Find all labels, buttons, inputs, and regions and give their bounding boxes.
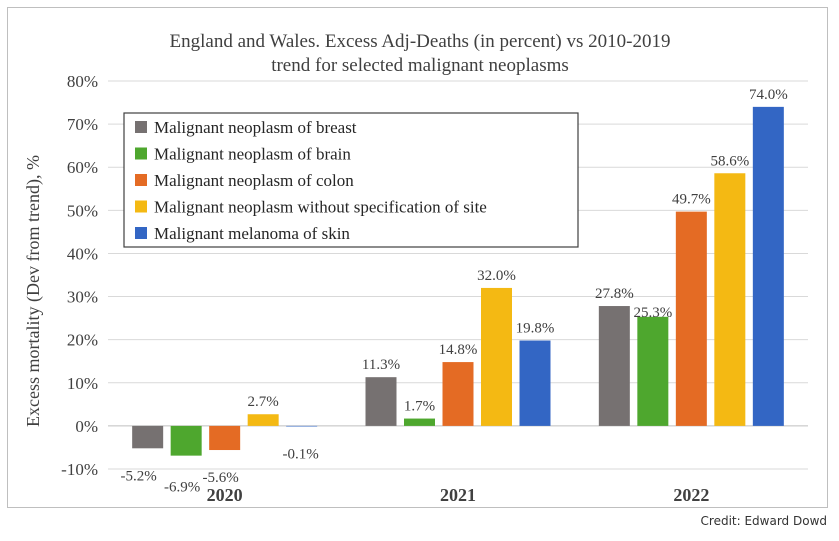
- legend-swatch: [135, 174, 147, 186]
- x-category-label: 2020: [207, 485, 243, 505]
- y-tick-label: -10%: [61, 460, 98, 479]
- y-tick-label: 0%: [75, 417, 98, 436]
- data-label: 25.3%: [633, 305, 672, 321]
- legend-swatch: [135, 121, 147, 133]
- bar-2022-series-4: [714, 173, 746, 426]
- chart-frame: -10% 0% 10% 20% 30% 40% 50% 60% 70% 80% -5.2% -6.9…: [7, 7, 828, 508]
- bar-2021-series-1: [365, 377, 397, 426]
- legend-label: Malignant melanoma of skin: [154, 224, 350, 243]
- x-category-label: 2021: [440, 485, 476, 505]
- bar-2020-series-4: [247, 414, 279, 426]
- legend-label: Malignant neoplasm of breast: [154, 118, 357, 137]
- data-label: 32.0%: [477, 268, 516, 284]
- legend-label: Malignant neoplasm without specification…: [154, 198, 487, 217]
- data-label: 11.3%: [362, 357, 400, 373]
- y-tick-label: 10%: [67, 374, 98, 393]
- bar-2020-series-2: [170, 425, 202, 456]
- data-label: -6.9%: [164, 480, 200, 496]
- data-label: 19.8%: [516, 321, 555, 337]
- bars: [132, 106, 784, 456]
- bar-2020-series-1: [132, 425, 164, 449]
- credit-text: Credit: Edward Dowd: [700, 514, 827, 528]
- legend-label: Malignant neoplasm of colon: [154, 171, 354, 190]
- y-tick-label: 70%: [67, 115, 98, 134]
- data-label: -5.2%: [121, 468, 157, 484]
- x-axis-categories: 2020 2021 2022: [207, 485, 710, 505]
- data-label: 27.8%: [595, 286, 634, 302]
- data-label: 1.7%: [404, 399, 435, 415]
- bar-2022-series-1: [598, 306, 630, 426]
- x-category-label: 2022: [673, 485, 709, 505]
- bar-2021-series-3: [442, 362, 474, 426]
- legend-box: [123, 112, 579, 248]
- bar-2020-series-3: [209, 425, 241, 451]
- legend-label: Malignant neoplasm of brain: [154, 145, 351, 164]
- chart-title-line-2: trend for selected malignant neoplasms: [271, 55, 569, 76]
- bar-2022-series-3: [675, 211, 707, 426]
- data-label: -0.1%: [283, 446, 319, 462]
- legend-swatch: [135, 147, 147, 160]
- bar-2022-series-2: [637, 316, 669, 426]
- data-labels: -5.2% -6.9%-5.6% 2.7% -0.1% 11.3% 1.7% 14.8% 32…: [121, 87, 788, 496]
- y-tick-label: 80%: [67, 72, 98, 91]
- y-tick-label: 20%: [67, 331, 98, 350]
- legend-swatch: [135, 200, 147, 213]
- data-label: 14.8%: [439, 342, 478, 358]
- y-axis-label: Excess mortality (Dev from trend), %: [23, 155, 44, 427]
- y-tick-label: 60%: [67, 158, 98, 177]
- chart: -10% 0% 10% 20% 30% 40% 50% 60% 70% 80% -5.2% -6.9…: [23, 31, 808, 505]
- y-tick-label: 30%: [67, 288, 98, 307]
- data-label: -5.6%: [203, 470, 239, 486]
- bar-2021-series-4: [481, 287, 512, 426]
- chart-title-line-1: England and Wales. Excess Adj-Deaths (in…: [170, 31, 671, 52]
- y-tick-label: 40%: [67, 244, 98, 263]
- data-label: 74.0%: [749, 87, 788, 103]
- legend: Malignant neoplasm of breast Malignant ne…: [123, 112, 579, 248]
- data-label: 58.6%: [710, 153, 749, 169]
- bar-2021-series-2: [404, 418, 435, 426]
- bar-2022-series-5: [752, 106, 784, 426]
- y-tick-label: 50%: [67, 201, 98, 220]
- legend-swatch: [135, 227, 147, 239]
- y-axis-ticks: -10% 0% 10% 20% 30% 40% 50% 60% 70% 80%: [61, 72, 98, 479]
- bar-2021-series-5: [519, 340, 551, 426]
- bar-2020-series-5: [286, 425, 318, 427]
- data-label: 2.7%: [248, 394, 279, 410]
- data-label: 49.7%: [672, 192, 711, 208]
